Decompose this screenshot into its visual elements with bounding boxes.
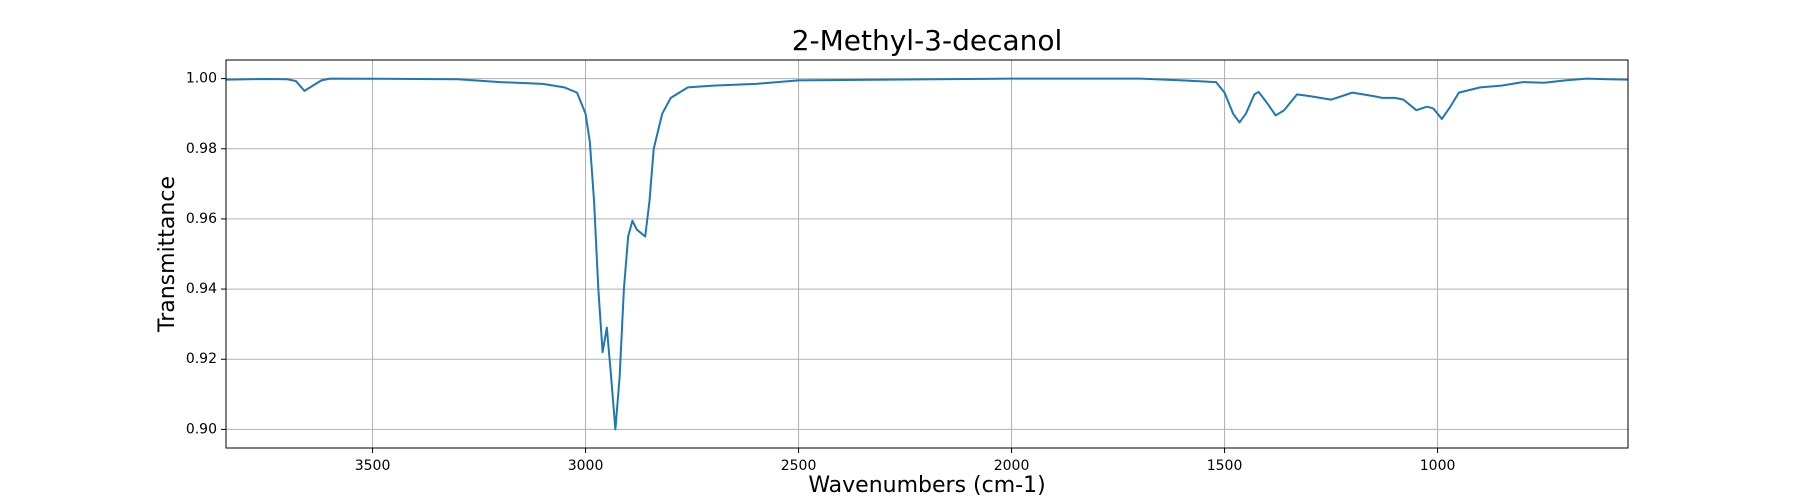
y-tick-label: 0.98 [186, 141, 217, 157]
y-tick-label: 0.96 [186, 211, 217, 227]
x-tick-label: 2000 [994, 458, 1030, 474]
plot-frame [225, 59, 1629, 449]
y-tick-label: 0.90 [186, 421, 217, 437]
x-tick-label: 1000 [1420, 458, 1456, 474]
chart-title: 2-Methyl-3-decanol [792, 24, 1063, 57]
y-axis-label: Transmittance [155, 176, 180, 333]
spectrum-line [225, 77, 1629, 431]
x-tick-label: 3500 [355, 458, 391, 474]
x-tick-label: 3000 [568, 458, 604, 474]
x-axis-label: Wavenumbers (cm-1) [808, 473, 1045, 498]
x-tick-label: 2500 [781, 458, 817, 474]
x-tick-label: 1500 [1207, 458, 1243, 474]
y-tick-label: 0.92 [186, 351, 217, 367]
y-tick-label: 1.00 [186, 71, 217, 87]
y-tick-label: 0.94 [186, 281, 217, 297]
